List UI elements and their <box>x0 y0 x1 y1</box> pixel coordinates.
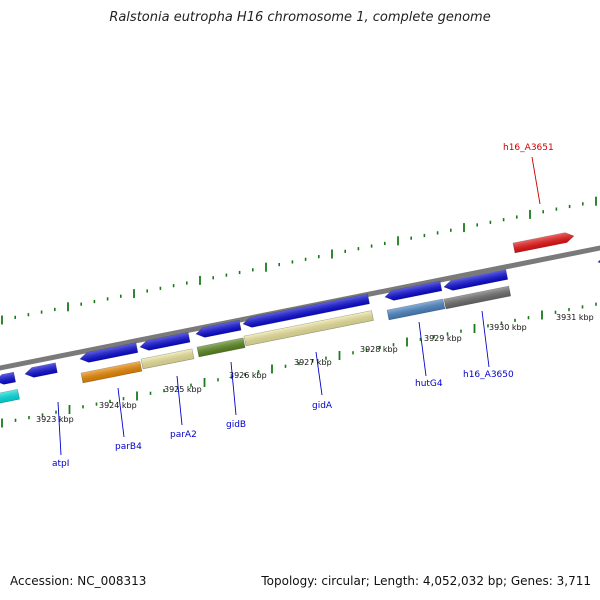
callout-line <box>176 375 183 426</box>
kbp-tick-label: 3928 kbp <box>360 345 398 354</box>
kbp-tick-label: 3929 kbp <box>424 334 462 343</box>
callout-line <box>57 401 62 456</box>
upper-tick-track <box>1 196 597 325</box>
gene-label-hutG4[interactable]: hutG4 <box>415 379 443 389</box>
arrow-upper[interactable] <box>384 280 443 302</box>
gidA-feature[interactable] <box>243 310 374 347</box>
lower-tick-track <box>1 302 597 428</box>
gene-label-gidA[interactable]: gidA <box>312 401 333 411</box>
h16_A3650-feature[interactable] <box>443 285 512 310</box>
callout-line <box>418 321 427 377</box>
arrow-upper[interactable] <box>24 362 58 379</box>
kbp-tick-label: 3926 kbp <box>229 371 267 380</box>
callout-line <box>531 156 541 205</box>
kbp-tick-label: 3927 kbp <box>294 358 332 367</box>
parA2-feature[interactable] <box>140 348 195 370</box>
h16_A3651-feature[interactable] <box>512 231 575 254</box>
callout-line <box>315 351 323 396</box>
kbp-tick-label: 3931 kbp <box>556 313 594 322</box>
parB4-feature[interactable] <box>80 360 143 384</box>
arrow-upper[interactable] <box>242 293 370 329</box>
kbp-tick-label: 3924 kbp <box>99 401 137 410</box>
callout-line <box>117 387 125 438</box>
callout-line <box>481 310 490 368</box>
gidB-feature[interactable] <box>196 337 246 358</box>
gene-label-atpI[interactable]: atpI <box>52 459 69 469</box>
gene-label-parB4[interactable]: parB4 <box>115 442 142 452</box>
arrow-upper[interactable] <box>597 254 600 267</box>
kbp-scale-labels: 3923 kbp 3924 kbp 3925 kbp 3926 kbp 3927 kbp… <box>36 313 594 424</box>
gene-label-h16_A3650[interactable]: h16_A3650 <box>463 370 514 380</box>
kbp-tick-label: 3923 kbp <box>36 415 74 424</box>
arrow-upper[interactable] <box>443 269 509 292</box>
hutG4-feature[interactable] <box>386 298 446 321</box>
arrow-upper[interactable] <box>139 331 191 352</box>
gene-label-parA2[interactable]: parA2 <box>170 430 197 440</box>
atpI-feature[interactable] <box>0 389 20 405</box>
arrow-upper[interactable] <box>79 342 139 364</box>
callout-line <box>230 361 237 416</box>
map-title: Ralstonia eutropha H16 chromosome 1, com… <box>109 10 491 25</box>
gene-label-gidB[interactable]: gidB <box>226 420 246 430</box>
accession-label: Accession: NC_008313 <box>10 574 147 588</box>
gene-label-h16_A3651[interactable]: h16_A3651 <box>503 143 554 153</box>
genome-summary: Topology: circular; Length: 4,052,032 bp… <box>261 574 591 588</box>
arrow-upper[interactable] <box>195 319 242 339</box>
gene-features <box>0 231 600 405</box>
arrow-upper[interactable] <box>0 371 16 386</box>
kbp-tick-label: 3925 kbp <box>164 385 202 394</box>
kbp-tick-label: 3930 kbp <box>489 323 527 332</box>
gene-callouts: atpI parB4 parA2 gidB gidA hutG4 h16_A3650 h16_… <box>52 143 554 469</box>
